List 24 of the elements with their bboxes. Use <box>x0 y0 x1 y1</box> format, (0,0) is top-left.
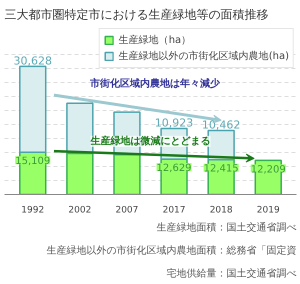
x-tick-label: 2002 <box>68 206 92 216</box>
text: 生産緑地以外の市街化区域内農地面積：総務省「固定資 <box>46 244 296 256</box>
data-label: 15,109 <box>15 156 50 168</box>
data-label: 12,209 <box>250 164 286 176</box>
x-tick-label: 2018 <box>210 206 233 216</box>
chart-title: 三大都市圏特定市における生産緑地等の面積推移 <box>4 8 268 22</box>
x-tick-label: 2017 <box>162 206 186 216</box>
text: 生産緑地面積：国土交通省調べ <box>156 222 296 234</box>
text: 宅地供給量：国土交通省調べ <box>166 268 296 280</box>
data-label: 12,415 <box>204 164 239 175</box>
legend-label: 生産緑地（ha） <box>118 34 192 47</box>
data-label: 10,923 <box>154 116 194 130</box>
bar <box>66 152 94 194</box>
data-label: 30,628 <box>14 54 52 68</box>
data-label: 12,629 <box>156 163 192 174</box>
x-tick-label: 1992 <box>21 206 44 216</box>
legend-label: 生産緑地以外の市街化区域内農地(ha) <box>118 50 289 63</box>
bar <box>113 154 141 194</box>
data-label: 10,462 <box>202 118 240 132</box>
annotation: 生産緑地は微減にとどまる <box>90 134 210 147</box>
annotation: 市街化区域内農地は年々減少 <box>89 78 222 90</box>
bar <box>19 66 46 153</box>
x-tick-label: 2007 <box>116 206 138 216</box>
x-tick-label: 2019 <box>256 206 280 216</box>
